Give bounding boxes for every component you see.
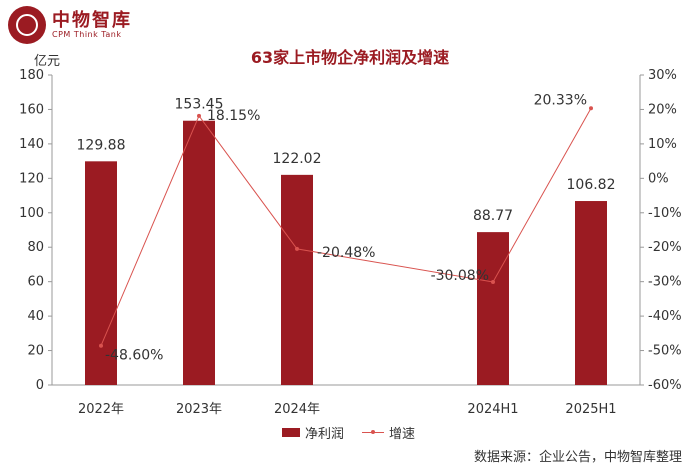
right-tick-label: -20% <box>648 240 682 255</box>
left-tick-label: 60 <box>27 275 44 290</box>
growth-point <box>589 106 593 111</box>
right-tick-label: -10% <box>648 206 682 221</box>
right-tick-label: -40% <box>648 309 682 324</box>
brand-name-cn: 中物智库 <box>52 9 132 31</box>
growth-data-label: -30.08% <box>431 268 489 284</box>
chart-legend: 净利润 增速 <box>282 423 415 442</box>
growth-data-label: 20.33% <box>534 92 587 108</box>
bar-data-label: 106.82 <box>567 177 616 193</box>
bar <box>183 120 215 385</box>
x-tick-label: 2022年 <box>78 402 124 417</box>
growth-line <box>100 108 592 346</box>
data-source-note: 数据来源：企业公告，中物智库整理 <box>473 450 682 465</box>
right-tick-label: 10% <box>648 137 677 152</box>
left-tick-label: 160 <box>19 102 44 117</box>
x-tick-label: 2024年 <box>274 402 320 417</box>
right-tick-label: -30% <box>648 275 682 290</box>
growth-data-label: 18.15% <box>207 108 260 124</box>
growth-point <box>491 279 495 284</box>
right-tick-label: 0% <box>648 171 669 186</box>
bar-data-label: 122.02 <box>273 151 322 167</box>
right-tick-label: -60% <box>648 378 682 393</box>
brand-logo: 中物智库 CPM Think Tank <box>8 6 132 44</box>
legend-bar-swatch <box>282 428 300 437</box>
left-tick-label: 100 <box>19 206 44 221</box>
x-tick-label: 2024H1 <box>467 402 518 417</box>
bar-data-label: 153.45 <box>175 97 224 113</box>
growth-data-label: -20.48% <box>317 245 375 261</box>
right-tick-label: 20% <box>648 102 677 117</box>
left-tick-label: 80 <box>27 240 44 255</box>
x-tick-label: 2025H1 <box>565 402 616 417</box>
chart-title: 63家上市物企净利润及增速 <box>250 48 450 67</box>
left-tick-label: 40 <box>27 309 44 324</box>
bar-data-label: 129.88 <box>77 137 126 153</box>
bar-data-label: 88.77 <box>473 208 513 224</box>
legend-line-swatch <box>362 430 385 434</box>
left-tick-label: 20 <box>27 344 44 359</box>
legend-label-line: 增速 <box>389 427 416 442</box>
bar <box>477 232 509 385</box>
left-tick-label: 180 <box>19 68 44 83</box>
brand-seal-icon <box>8 6 46 44</box>
legend-label-bar: 净利润 <box>305 427 345 442</box>
right-tick-label: -50% <box>648 344 682 359</box>
bar <box>575 201 607 385</box>
left-tick-label: 140 <box>19 137 44 152</box>
growth-point <box>295 246 299 251</box>
growth-point <box>99 343 103 348</box>
left-tick-label: 0 <box>36 378 44 393</box>
brand-name-en: CPM Think Tank <box>52 29 122 39</box>
left-tick-label: 120 <box>19 171 44 186</box>
growth-point <box>197 113 201 118</box>
chart-plot: 0 20 40 60 80 100 120 140 160 180 -60% -50% -40% -30%… <box>19 68 682 417</box>
left-axis-unit: 亿元 <box>34 54 61 69</box>
right-tick-label: 30% <box>648 68 677 83</box>
growth-data-label: -48.60% <box>105 348 163 364</box>
x-tick-label: 2023年 <box>176 402 222 417</box>
bar <box>281 174 313 385</box>
